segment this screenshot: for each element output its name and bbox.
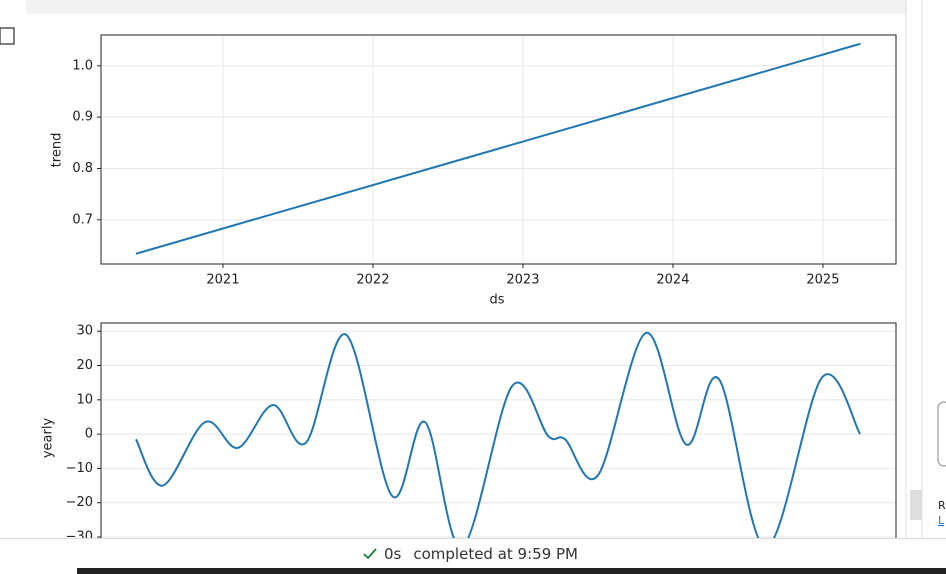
y-axis-label: trend	[50, 133, 65, 168]
x-tick-label: 2023	[506, 273, 539, 288]
plot-area	[135, 42, 861, 255]
side-widget[interactable]	[937, 401, 946, 467]
y-tick-label: 0.7	[72, 212, 93, 227]
y-tick-label: 30	[76, 324, 93, 339]
x-tick-label: 2022	[356, 273, 389, 288]
x-axis-label: ds	[489, 293, 504, 308]
status-message: completed at 9:59 PM	[413, 545, 578, 563]
x-tick-label: 2024	[656, 273, 689, 288]
plot-area	[135, 331, 861, 549]
y-tick-label: 10	[76, 392, 93, 407]
duration: 0s	[384, 545, 402, 563]
axes-frame	[100, 322, 897, 561]
line-series	[135, 42, 861, 255]
line-series	[135, 331, 861, 549]
y-tick-label: 0.9	[72, 110, 93, 125]
y-tick-label: 0	[85, 427, 93, 442]
side-text: R	[938, 499, 946, 512]
y-tick-label: 1.0	[72, 58, 93, 73]
y-tick-label: −20	[66, 495, 93, 510]
y-tick-label: −10	[66, 461, 93, 476]
output-icon[interactable]	[0, 27, 15, 45]
y-tick-label: 0.8	[72, 161, 93, 176]
y-tick-label: 20	[76, 358, 93, 373]
side-link[interactable]: L	[938, 514, 945, 527]
axes-frame	[100, 34, 897, 265]
x-tick-label: 2021	[206, 273, 239, 288]
y-axis-label: yearly	[41, 418, 56, 459]
x-tick-label: 2025	[806, 273, 839, 288]
cell-top-bar	[26, 0, 906, 14]
check-icon	[363, 548, 377, 560]
bottom-bar	[77, 568, 946, 574]
status-bar: 0s completed at 9:59 PM	[0, 538, 946, 569]
scrollbar[interactable]	[910, 490, 922, 520]
